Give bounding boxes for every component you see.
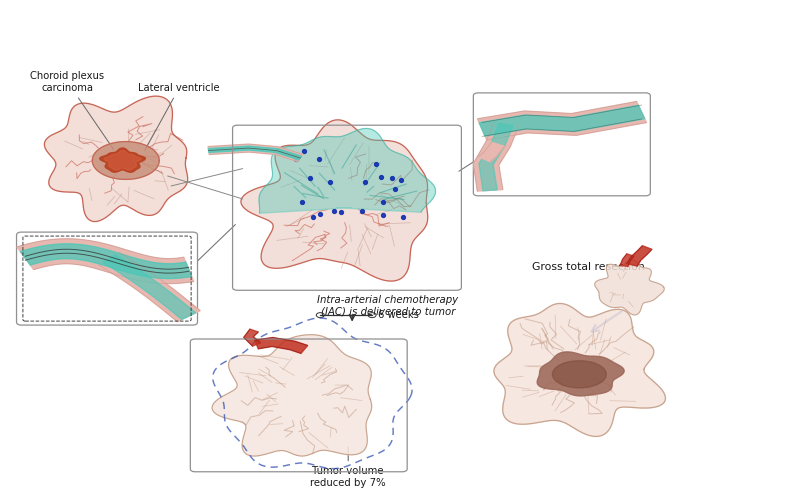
Text: Choroid plexus
carcinoma: Choroid plexus carcinoma xyxy=(30,72,114,150)
Polygon shape xyxy=(244,329,261,346)
Polygon shape xyxy=(494,304,666,436)
Text: Tumor volume
reduced by 7%: Tumor volume reduced by 7% xyxy=(310,446,386,488)
Polygon shape xyxy=(553,360,606,388)
Polygon shape xyxy=(478,102,646,140)
Polygon shape xyxy=(479,106,645,136)
Polygon shape xyxy=(259,128,436,214)
Polygon shape xyxy=(212,334,372,456)
Polygon shape xyxy=(594,260,664,315)
FancyBboxPatch shape xyxy=(17,232,198,325)
FancyBboxPatch shape xyxy=(474,93,650,196)
Text: Catheter: Catheter xyxy=(54,238,97,248)
Polygon shape xyxy=(478,142,505,162)
Polygon shape xyxy=(92,142,159,180)
Text: 6 weeks: 6 weeks xyxy=(378,310,418,320)
Polygon shape xyxy=(99,252,200,322)
Polygon shape xyxy=(241,120,428,281)
Polygon shape xyxy=(537,352,624,396)
Polygon shape xyxy=(208,146,302,160)
Text: Gross total resection: Gross total resection xyxy=(531,262,644,272)
Polygon shape xyxy=(103,254,196,320)
Polygon shape xyxy=(626,246,652,266)
Text: Posterior
choroidal artery: Posterior choroidal artery xyxy=(26,292,105,314)
Text: Lateral ventricle: Lateral ventricle xyxy=(138,83,220,150)
Polygon shape xyxy=(620,254,634,266)
Polygon shape xyxy=(100,148,146,172)
Polygon shape xyxy=(20,244,192,278)
Polygon shape xyxy=(44,96,188,222)
Polygon shape xyxy=(104,150,141,170)
Polygon shape xyxy=(479,124,513,191)
Polygon shape xyxy=(254,338,308,353)
Text: Chemotherapy: Chemotherapy xyxy=(78,248,152,258)
Text: Anterior
choroidal artery: Anterior choroidal artery xyxy=(561,162,642,184)
Polygon shape xyxy=(17,239,194,284)
Text: Intra-arterial chemotherapy
(IAC) is delivered to tumor: Intra-arterial chemotherapy (IAC) is del… xyxy=(318,294,458,316)
Polygon shape xyxy=(208,144,303,162)
Polygon shape xyxy=(474,122,518,191)
